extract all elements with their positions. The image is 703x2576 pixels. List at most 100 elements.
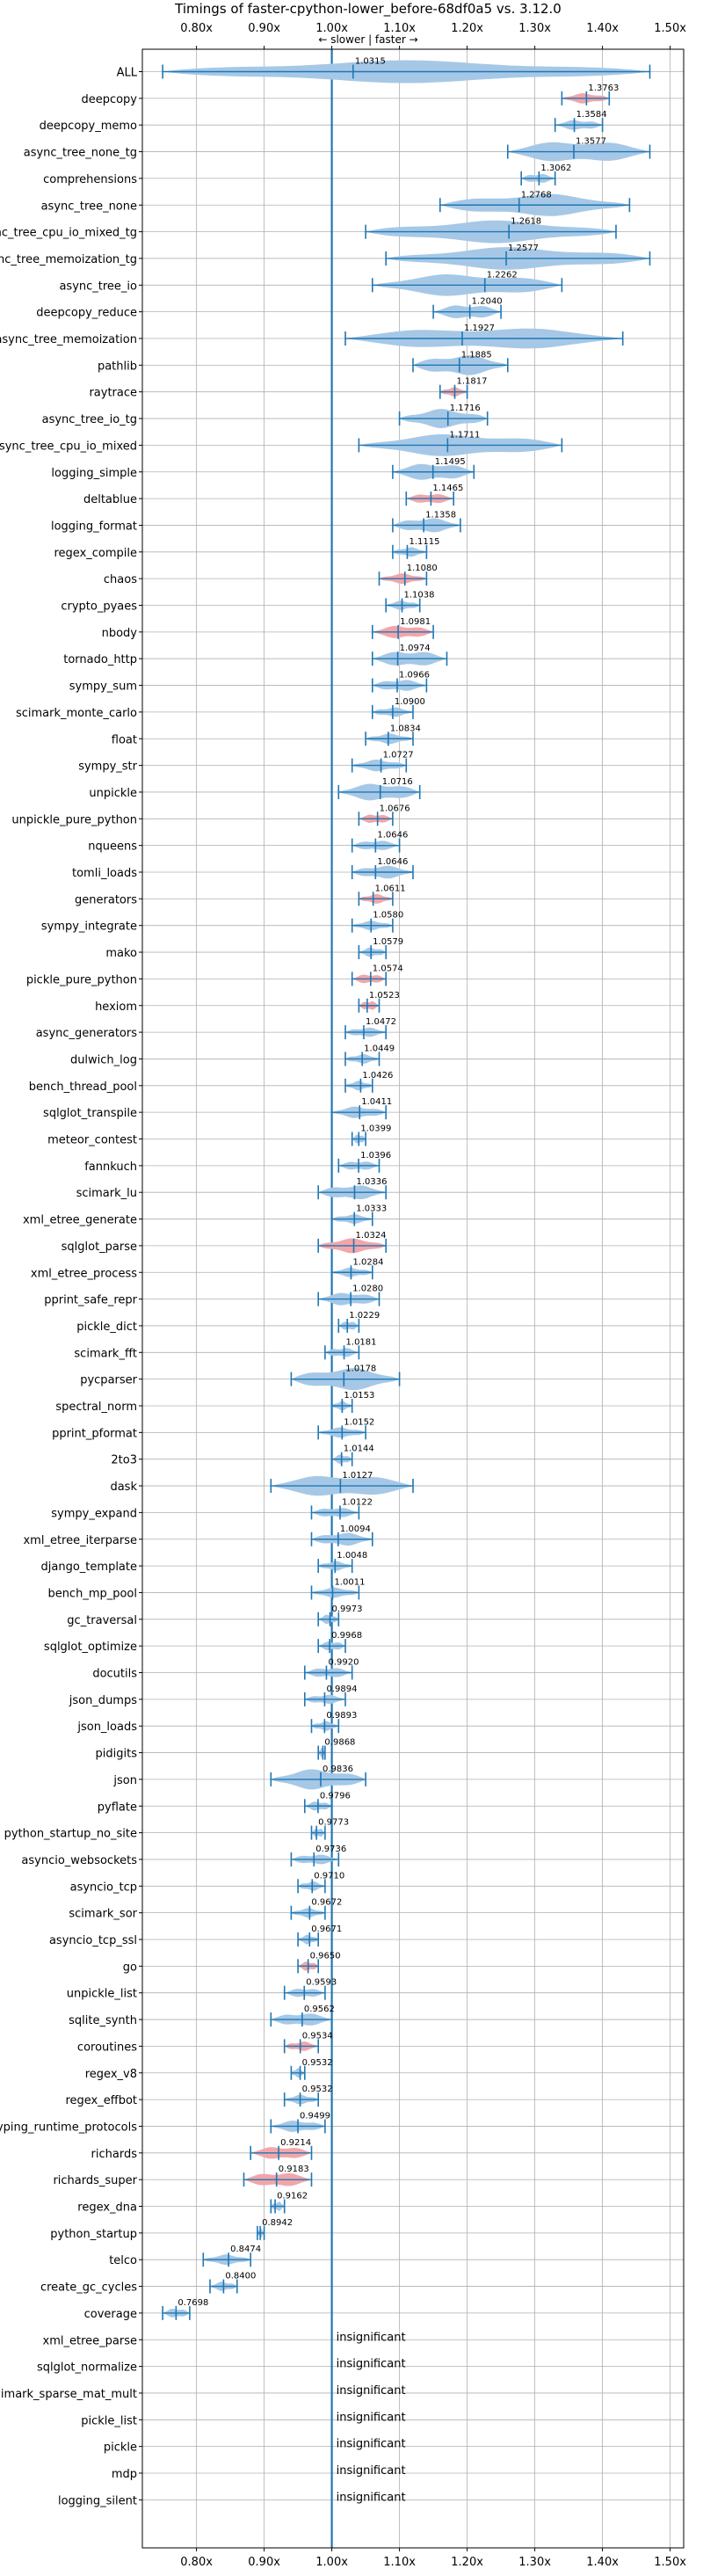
x-tick-label-top: 1.50x [654, 22, 686, 35]
value-label: 1.2577 [508, 244, 539, 253]
value-label: 1.0324 [356, 1231, 387, 1241]
benchmark-label: regex_dna [77, 2201, 137, 2215]
insignificant-label: insignificant [337, 2331, 406, 2344]
benchmark-label: logging_silent [58, 2494, 137, 2507]
x-tick-label-bottom: 1.30x [518, 2556, 551, 2569]
value-label: 0.7698 [178, 2298, 208, 2308]
value-label: 1.0011 [334, 1577, 365, 1587]
x-tick-label-top: 0.80x [180, 22, 213, 35]
value-label: 1.0144 [344, 1444, 374, 1454]
benchmark-label: typing_runtime_protocols [0, 2121, 137, 2134]
value-label: 0.9672 [311, 1898, 342, 1908]
benchmark-label: sqlglot_optimize [44, 1641, 137, 1654]
value-label: 0.9562 [304, 2005, 335, 2014]
benchmark-label: hexiom [95, 1001, 137, 1014]
value-label: 1.0127 [342, 1471, 373, 1481]
benchmark-label: scimark_monte_carlo [16, 707, 137, 720]
x-tick-label-top: 1.20x [451, 22, 483, 35]
benchmark-label: chaos [104, 573, 137, 586]
value-label: 0.9532 [302, 2085, 333, 2094]
value-label: 0.8474 [230, 2245, 261, 2254]
benchmark-label: xml_etree_iterparse [23, 1534, 137, 1547]
value-label: 1.0399 [360, 1124, 391, 1134]
benchmark-label: mako [105, 947, 137, 960]
value-label: 1.0900 [395, 697, 425, 707]
x-tick-label-bottom: 1.50x [654, 2556, 686, 2569]
benchmark-label: pycparser [80, 1374, 137, 1387]
value-label: 1.2618 [511, 217, 541, 227]
x-tick-label-top: 1.40x [586, 22, 619, 35]
insignificant-label: insignificant [337, 2491, 406, 2504]
value-label: 0.9534 [302, 2031, 333, 2041]
value-label: 1.0472 [366, 1017, 396, 1027]
x-tick-label-bottom: 1.20x [451, 2556, 483, 2569]
benchmark-label: logging_format [51, 520, 137, 533]
benchmark-label: telco [109, 2254, 137, 2267]
benchmark-label: deepcopy [81, 93, 137, 106]
x-tick-label-top: 1.00x [315, 22, 348, 35]
value-label: 1.0834 [390, 724, 421, 733]
value-label: 0.9671 [311, 1925, 342, 1934]
value-label: 0.9920 [328, 1658, 359, 1668]
value-label: 1.1358 [425, 510, 456, 520]
benchmark-label: create_gc_cycles [40, 2281, 137, 2295]
benchmark-label: coroutines [77, 2041, 137, 2054]
benchmark-label: scimark_sor [69, 1908, 137, 1921]
value-label: 1.0426 [362, 1071, 393, 1081]
value-label: 1.0579 [373, 937, 403, 947]
benchmark-label: xml_etree_parse [43, 2334, 137, 2347]
benchmark-label: meteor_contest [47, 1134, 137, 1147]
value-label: 1.0449 [364, 1044, 395, 1053]
benchmark-label: mdp [112, 2468, 137, 2481]
value-label: 1.1885 [461, 350, 492, 360]
value-label: 0.9868 [324, 1738, 355, 1748]
value-label: 1.0727 [383, 751, 414, 760]
benchmark-label: sqlglot_normalize [37, 2361, 137, 2375]
benchmark-label: generators [75, 893, 137, 906]
benchmark-label: json_dumps [69, 1694, 137, 1707]
benchmark-label: pidigits [96, 1748, 138, 1761]
benchmark-label: scimark_lu [76, 1187, 137, 1200]
value-label: 0.9183 [279, 2165, 309, 2174]
value-label: 0.9499 [300, 2111, 330, 2121]
value-label: 1.0280 [352, 1284, 383, 1294]
benchmark-label: pprint_pformat [52, 1427, 137, 1440]
benchmark-label: tomli_loads [72, 867, 137, 880]
value-label: 1.3062 [540, 164, 571, 173]
benchmark-label: async_tree_io [59, 280, 137, 293]
chart-subtitle: ← slower | faster → [318, 33, 417, 46]
value-label: 1.0981 [400, 617, 431, 627]
benchmark-label: sqlglot_transpile [43, 1107, 137, 1120]
value-label: 1.0646 [377, 857, 408, 867]
value-label: 1.0178 [345, 1364, 376, 1374]
benchmark-label: dask [110, 1481, 137, 1494]
value-label: 1.1927 [464, 324, 495, 333]
benchmark-label: docutils [92, 1668, 137, 1681]
benchmark-label: asyncio_websockets [21, 1854, 137, 1867]
value-label: 1.0676 [380, 804, 410, 813]
value-label: 0.9796 [320, 1791, 351, 1801]
value-label: 0.9773 [318, 1818, 349, 1828]
value-label: 0.9736 [315, 1845, 346, 1854]
value-label: 1.3763 [588, 84, 619, 93]
x-tick-label-bottom: 0.90x [248, 2556, 280, 2569]
insignificant-label: insignificant [337, 2464, 406, 2478]
plot-frame [141, 48, 685, 2549]
benchmark-label: comprehensions [43, 173, 137, 186]
value-label: 0.9973 [332, 1605, 363, 1614]
benchmark-label: async_tree_none [41, 200, 137, 213]
value-label: 0.8942 [262, 2218, 293, 2228]
benchmark-label: unpickle_list [67, 1988, 137, 2001]
value-label: 0.9162 [277, 2192, 308, 2201]
benchmark-label: richards [91, 2148, 138, 2161]
value-label: 1.0315 [355, 57, 386, 67]
benchmark-label: go [123, 1961, 137, 1974]
benchmark-label: json_loads [76, 1721, 137, 1734]
benchmark-label: async_tree_memoization [0, 333, 137, 346]
value-label: 0.9214 [280, 2138, 311, 2148]
x-tick-label-top: 1.30x [518, 22, 551, 35]
x-axis-ticks: 0.80x 0.80x 0.90x 0.90x 1.00x 1.00x 1.10x 1.10x… [180, 22, 686, 2569]
benchmark-label: async_generators [36, 1027, 138, 1040]
insignificant-label: insignificant [337, 2438, 406, 2451]
